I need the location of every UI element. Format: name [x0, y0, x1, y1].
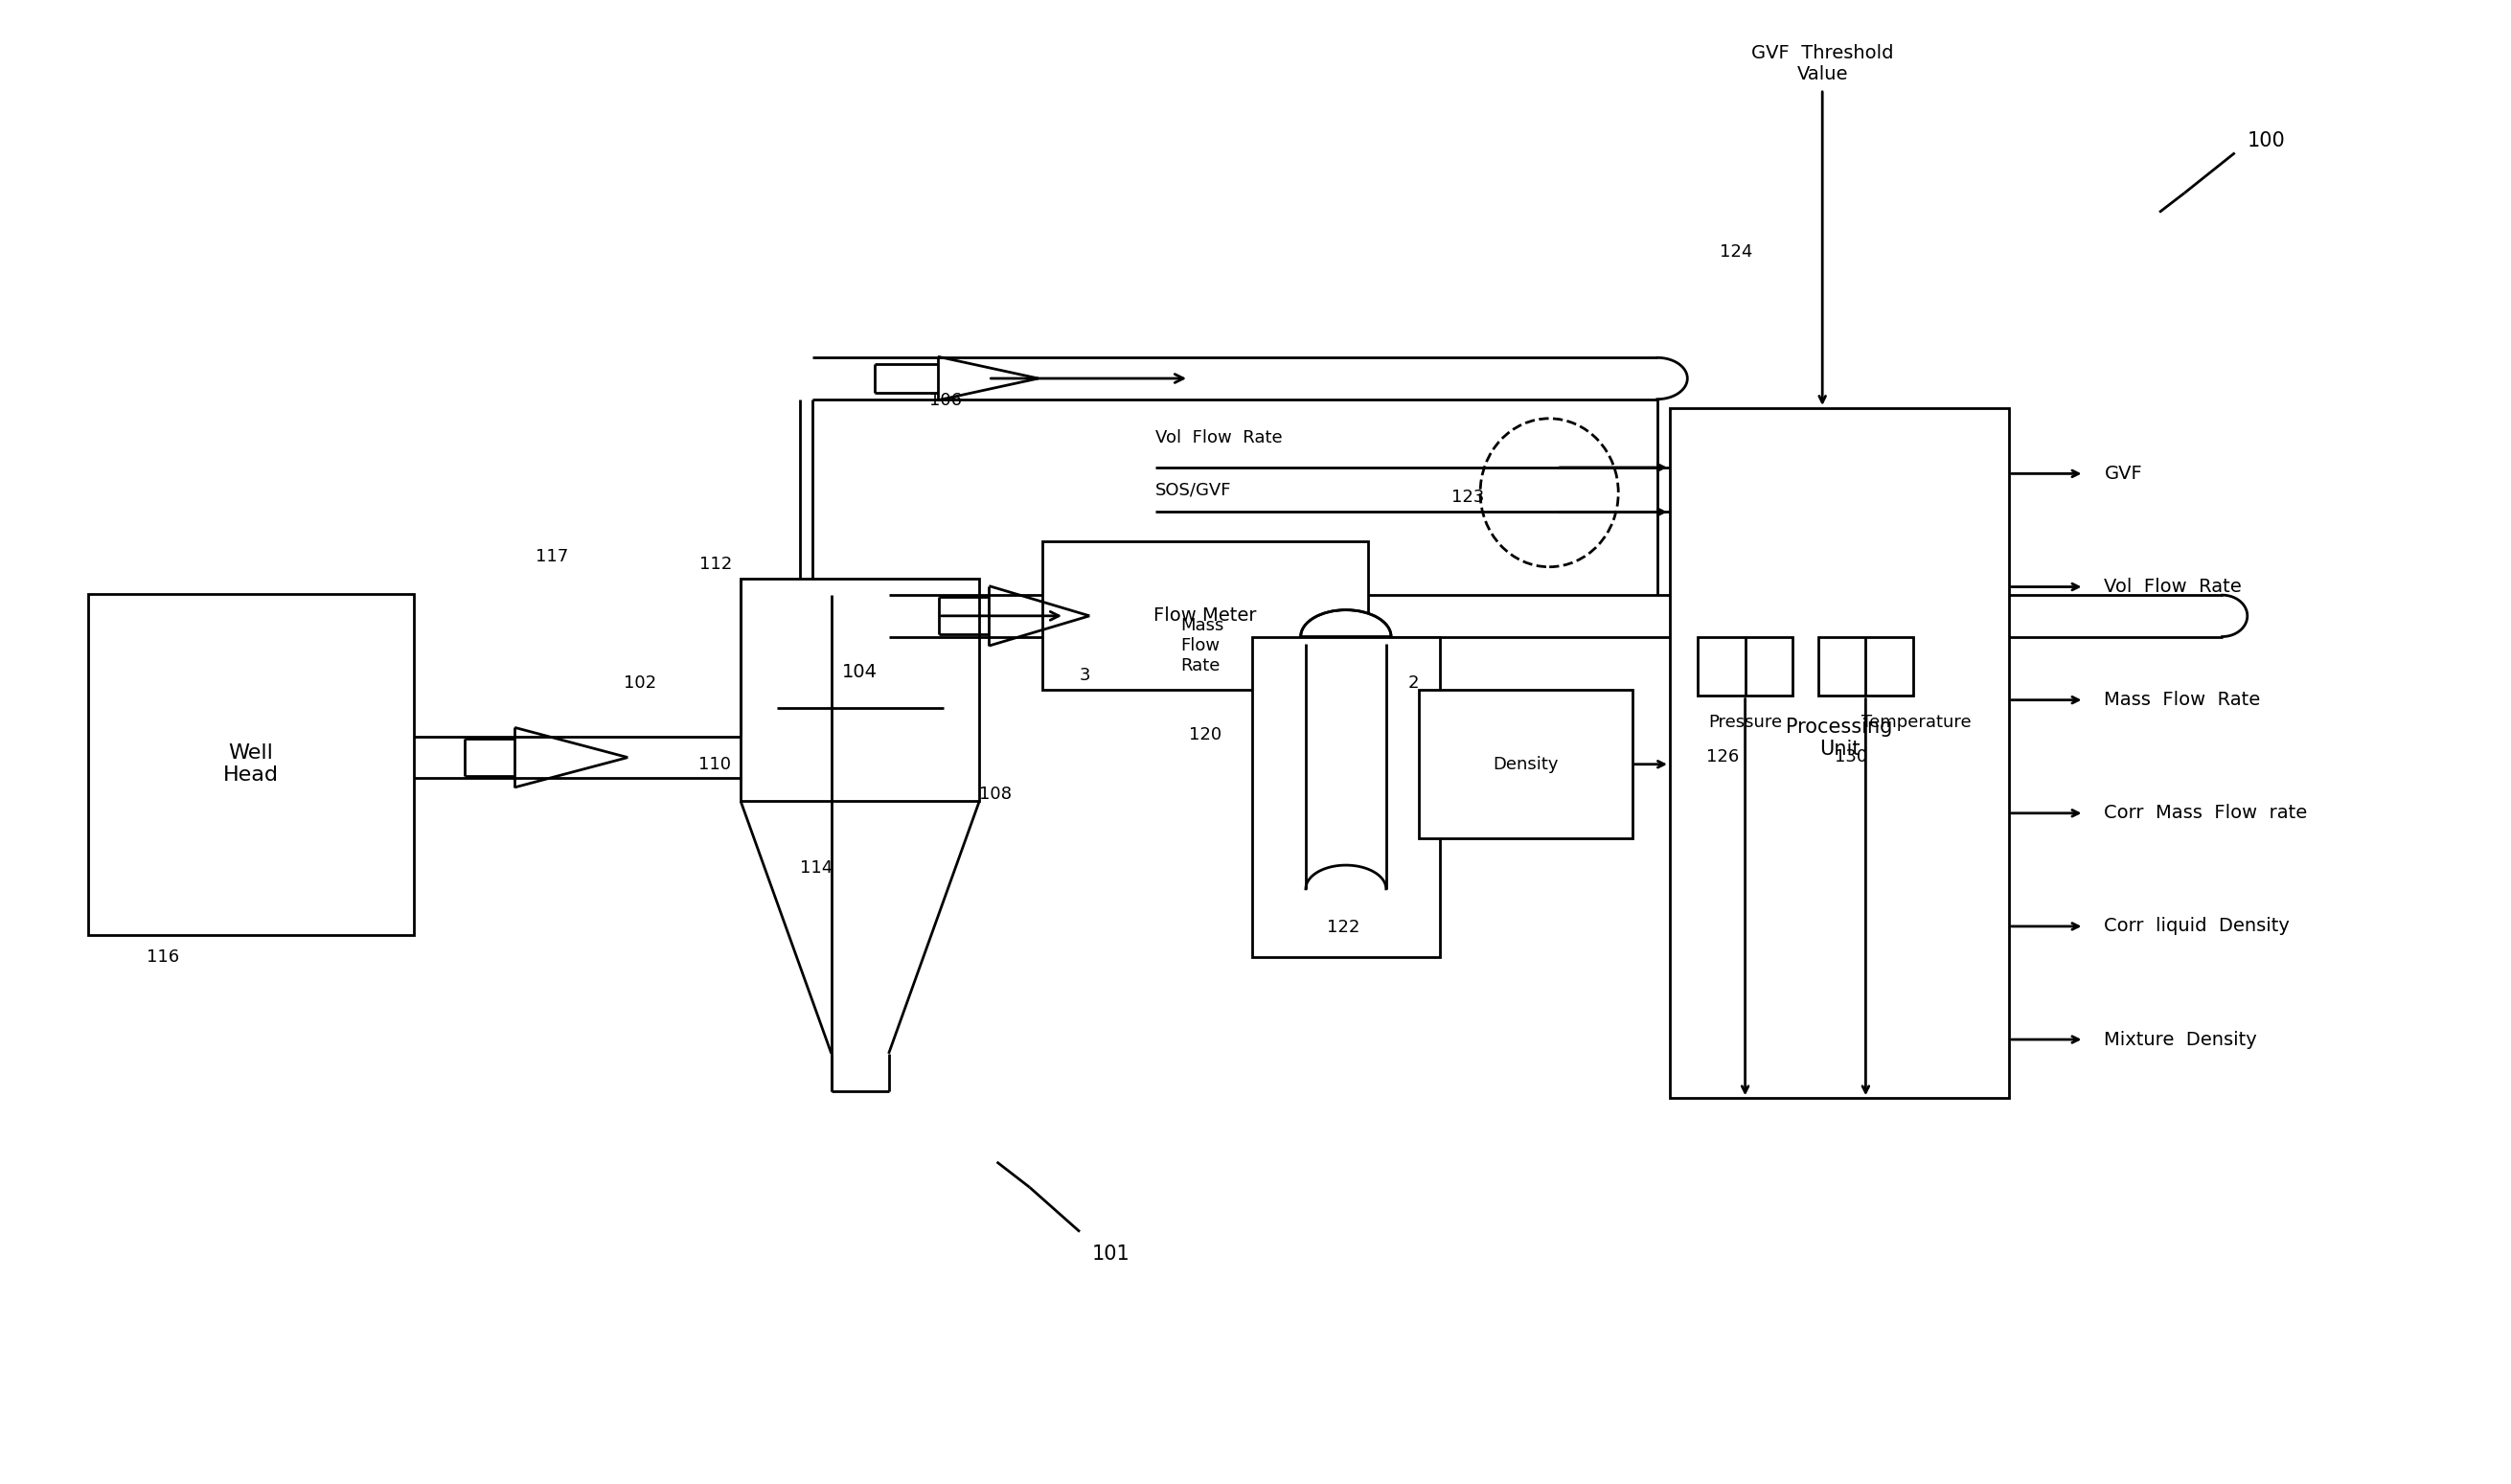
Text: Temperature: Temperature	[1861, 714, 1971, 732]
Text: 101: 101	[1092, 1245, 1130, 1263]
Text: 122: 122	[1326, 919, 1361, 936]
Text: Mixture  Density: Mixture Density	[2104, 1030, 2257, 1049]
Text: 117: 117	[535, 548, 570, 565]
Wedge shape	[1301, 610, 1391, 637]
Text: 106: 106	[929, 392, 962, 410]
Bar	[88, 594, 414, 935]
Text: Corr  Mass  Flow  rate: Corr Mass Flow rate	[2104, 804, 2308, 822]
Bar	[741, 579, 979, 801]
Text: 3: 3	[1080, 666, 1090, 684]
Text: 124: 124	[1720, 243, 1753, 261]
Text: 120: 120	[1188, 726, 1223, 743]
Bar	[1419, 690, 1632, 838]
Text: Vol  Flow  Rate: Vol Flow Rate	[2104, 577, 2242, 597]
Text: 102: 102	[623, 674, 658, 692]
Bar	[1697, 637, 1793, 696]
Text: Well
Head: Well Head	[223, 743, 279, 785]
Text: GVF  Threshold
Value: GVF Threshold Value	[1750, 45, 1893, 83]
Bar	[1818, 637, 1913, 696]
Text: 100: 100	[2247, 132, 2285, 150]
Text: 130: 130	[1833, 748, 1868, 766]
Text: 108: 108	[979, 785, 1012, 803]
Bar	[1670, 408, 2009, 1098]
Text: Processing
Unit: Processing Unit	[1785, 718, 1893, 758]
Text: Corr  liquid  Density: Corr liquid Density	[2104, 917, 2290, 935]
Bar	[1042, 542, 1368, 690]
Text: 104: 104	[841, 663, 879, 681]
Text: 114: 114	[798, 859, 834, 877]
Text: Mass
Flow
Rate: Mass Flow Rate	[1180, 617, 1223, 674]
Text: Density: Density	[1492, 755, 1559, 773]
Text: SOS/GVF: SOS/GVF	[1155, 481, 1230, 499]
Bar	[1253, 637, 1441, 957]
Text: Pressure: Pressure	[1707, 714, 1783, 732]
Text: GVF: GVF	[2104, 464, 2142, 482]
Text: Flow Meter: Flow Meter	[1153, 607, 1258, 625]
Text: 110: 110	[698, 755, 731, 773]
Text: Vol  Flow  Rate: Vol Flow Rate	[1155, 429, 1283, 447]
Text: 112: 112	[698, 555, 733, 573]
Text: Mass  Flow  Rate: Mass Flow Rate	[2104, 692, 2260, 709]
Text: 2: 2	[1409, 674, 1419, 692]
Text: 123: 123	[1451, 488, 1484, 506]
Text: 126: 126	[1705, 748, 1740, 766]
Text: 116: 116	[146, 948, 181, 966]
